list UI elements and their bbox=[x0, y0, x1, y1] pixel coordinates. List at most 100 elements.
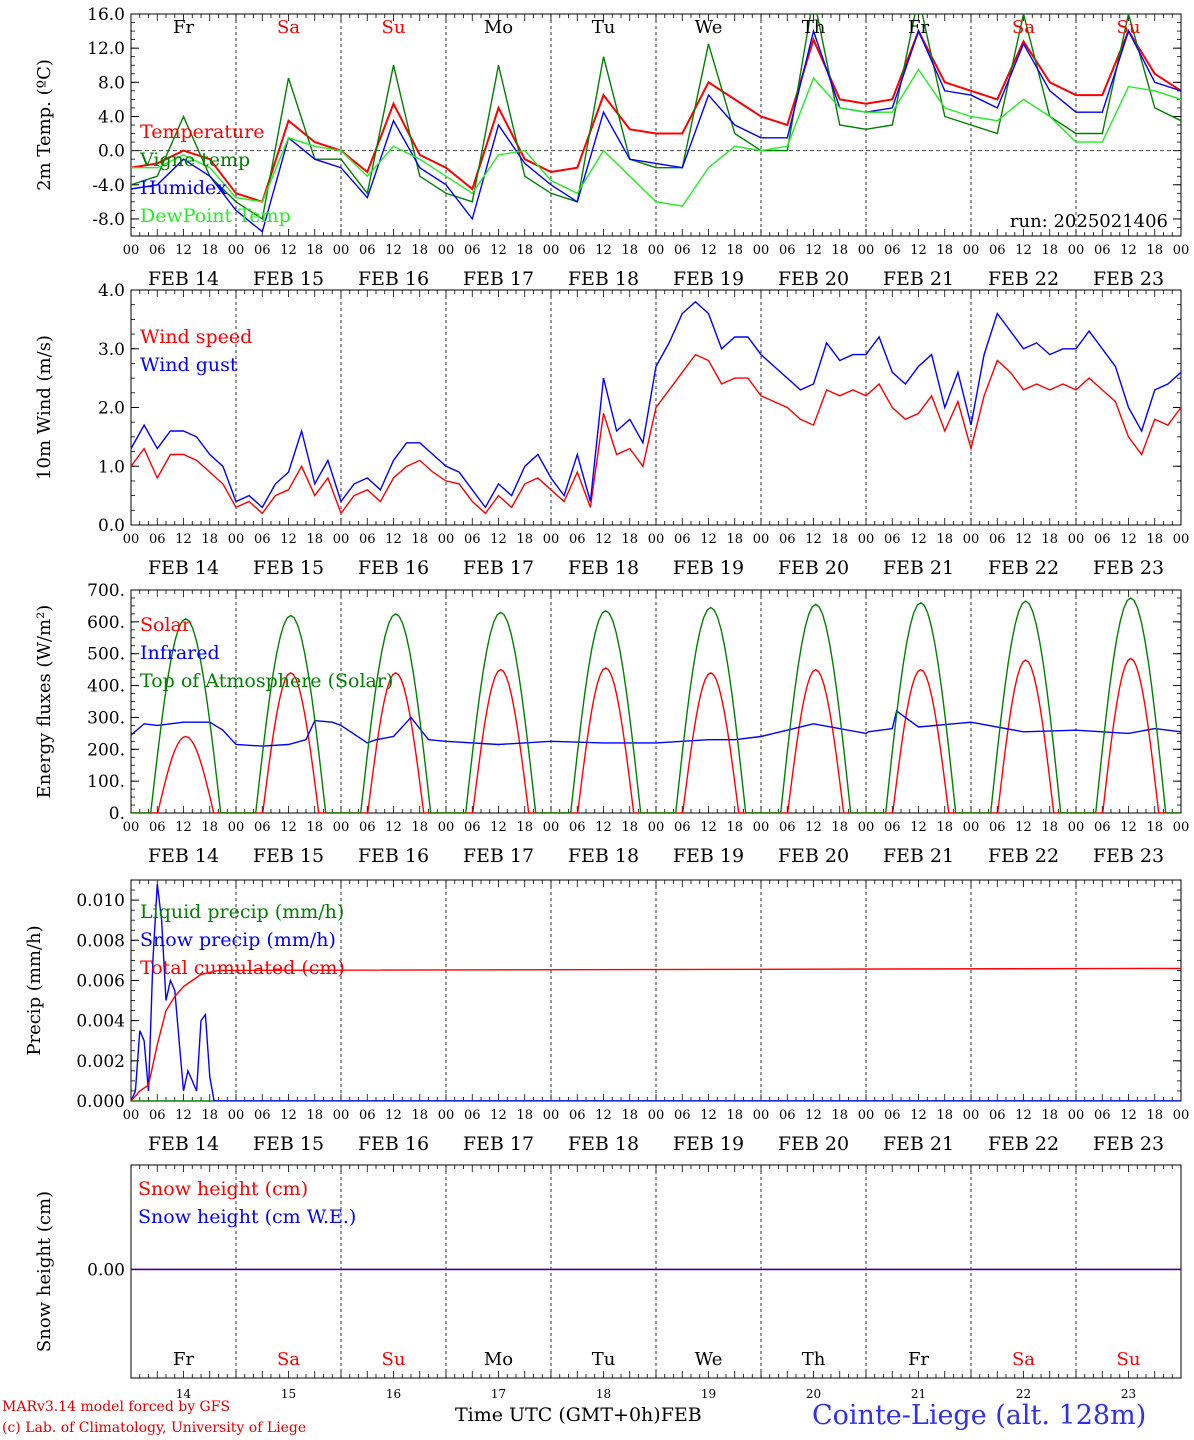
y-tick-label: 100. bbox=[87, 772, 125, 792]
hour-tick-label: 00 bbox=[438, 1108, 455, 1123]
hour-tick-label: 00 bbox=[333, 1108, 350, 1123]
day-label: FEB 16 bbox=[358, 557, 429, 579]
y-tick-label: 0.006 bbox=[76, 971, 125, 991]
hour-tick-label: 12 bbox=[1015, 532, 1032, 547]
hour-tick-label: 06 bbox=[884, 243, 901, 258]
hour-tick-label: 06 bbox=[674, 532, 691, 547]
y-tick-label: 1.0 bbox=[98, 457, 125, 477]
hour-tick-label: 00 bbox=[1068, 820, 1085, 835]
day-label: FEB 15 bbox=[253, 557, 324, 579]
hour-tick-label: 18 bbox=[411, 243, 428, 258]
day-number-label: 23 bbox=[1121, 1387, 1136, 1401]
weekday-label: We bbox=[695, 1349, 723, 1370]
legend-entry: Snow height (cm W.E.) bbox=[138, 1206, 356, 1228]
hour-tick-label: 00 bbox=[123, 532, 140, 547]
weekday-label: Mo bbox=[484, 17, 513, 38]
hour-tick-label: 00 bbox=[648, 1108, 665, 1123]
hour-tick-label: 18 bbox=[936, 532, 953, 547]
y-axis-title: Snow height (cm) bbox=[34, 1191, 55, 1352]
hour-tick-label: 18 bbox=[936, 243, 953, 258]
lab-credit: (c) Lab. of Climatology, University of L… bbox=[2, 1420, 307, 1436]
hour-tick-label: 00 bbox=[753, 1108, 770, 1123]
hour-tick-label: 12 bbox=[280, 532, 297, 547]
day-label: FEB 16 bbox=[358, 1133, 429, 1155]
hour-tick-label: 12 bbox=[595, 243, 612, 258]
hour-tick-label: 18 bbox=[306, 1108, 323, 1123]
hour-tick-label: 00 bbox=[963, 243, 980, 258]
hour-tick-label: 00 bbox=[858, 820, 875, 835]
day-label: FEB 21 bbox=[883, 1133, 954, 1155]
hour-tick-label: 12 bbox=[1120, 243, 1137, 258]
series-line-humidex bbox=[131, 28, 1181, 233]
hour-tick-label: 12 bbox=[385, 1108, 402, 1123]
hour-tick-label: 12 bbox=[1015, 820, 1032, 835]
hour-tick-label: 12 bbox=[910, 532, 927, 547]
hour-tick-label: 06 bbox=[359, 1108, 376, 1123]
hour-tick-label: 00 bbox=[963, 820, 980, 835]
day-label: FEB 22 bbox=[988, 268, 1059, 290]
hour-tick-label: 18 bbox=[831, 243, 848, 258]
day-label: FEB 18 bbox=[568, 1133, 639, 1155]
hour-tick-label: 18 bbox=[1146, 1108, 1163, 1123]
hour-tick-label: 18 bbox=[621, 1108, 638, 1123]
hour-tick-label: 00 bbox=[963, 1108, 980, 1123]
day-label: FEB 21 bbox=[883, 557, 954, 579]
y-tick-label: 300. bbox=[87, 708, 125, 728]
hour-tick-label: 12 bbox=[595, 820, 612, 835]
hour-tick-label: 18 bbox=[726, 820, 743, 835]
legend-entry: Snow height (cm) bbox=[138, 1178, 308, 1200]
hour-tick-label: 12 bbox=[280, 1108, 297, 1123]
legend-entry: Solar bbox=[140, 614, 192, 636]
series-line-dewpoint-temp bbox=[131, 68, 1181, 207]
hour-tick-label: 00 bbox=[963, 532, 980, 547]
hour-tick-label: 06 bbox=[1094, 1108, 1111, 1123]
hour-tick-label: 06 bbox=[464, 1108, 481, 1123]
legend-entry: Infrared bbox=[140, 642, 220, 664]
hour-tick-label: 12 bbox=[700, 820, 717, 835]
hour-tick-label: 00 bbox=[1068, 532, 1085, 547]
series-line-wind-gust bbox=[131, 300, 1181, 509]
legend-entry: Wind speed bbox=[140, 326, 252, 348]
hour-tick-label: 06 bbox=[989, 820, 1006, 835]
hour-tick-label: 06 bbox=[464, 820, 481, 835]
hour-tick-label: 00 bbox=[858, 243, 875, 258]
hour-tick-label: 18 bbox=[201, 243, 218, 258]
hour-tick-label: 12 bbox=[595, 1108, 612, 1123]
y-tick-label: 600. bbox=[87, 613, 125, 633]
hour-tick-label: 12 bbox=[175, 1108, 192, 1123]
weekday-label: Sa bbox=[277, 1349, 300, 1370]
hour-tick-label: 18 bbox=[1041, 532, 1058, 547]
hour-tick-label: 18 bbox=[831, 532, 848, 547]
hour-tick-label: 18 bbox=[726, 243, 743, 258]
y-tick-label: 12.0 bbox=[87, 39, 125, 59]
station-label: Cointe-Liege (alt. 128m) bbox=[812, 1400, 1147, 1431]
hour-tick-label: 18 bbox=[411, 820, 428, 835]
hour-tick-label: 18 bbox=[936, 820, 953, 835]
hour-tick-label: 06 bbox=[779, 243, 796, 258]
y-tick-label: -8.0 bbox=[92, 210, 125, 230]
day-number-label: 22 bbox=[1016, 1387, 1031, 1401]
hour-tick-label: 12 bbox=[805, 1108, 822, 1123]
day-label: FEB 22 bbox=[988, 845, 1059, 867]
hour-tick-label: 12 bbox=[1120, 820, 1137, 835]
hour-tick-label: 06 bbox=[359, 532, 376, 547]
hour-tick-label: 12 bbox=[700, 1108, 717, 1123]
hour-tick-label: 00 bbox=[648, 532, 665, 547]
y-tick-label: -4.0 bbox=[92, 176, 125, 196]
day-number-label: 17 bbox=[491, 1387, 506, 1401]
hour-tick-label: 12 bbox=[385, 820, 402, 835]
day-label: FEB 18 bbox=[568, 268, 639, 290]
y-tick-label: 0.0 bbox=[98, 142, 125, 162]
y-tick-label: 0.010 bbox=[76, 891, 125, 911]
hour-tick-label: 12 bbox=[1120, 1108, 1137, 1123]
hour-tick-label: 06 bbox=[254, 820, 271, 835]
day-number-label: 16 bbox=[386, 1387, 401, 1401]
hour-tick-label: 12 bbox=[700, 532, 717, 547]
y-axis-title: Precip (mm/h) bbox=[24, 925, 45, 1055]
hour-tick-label: 06 bbox=[779, 532, 796, 547]
hour-tick-label: 12 bbox=[1015, 243, 1032, 258]
hour-tick-label: 18 bbox=[306, 820, 323, 835]
series-line-wind-speed bbox=[131, 353, 1181, 515]
hour-tick-label: 06 bbox=[149, 820, 166, 835]
legend-entry: Vigne temp bbox=[139, 149, 250, 171]
